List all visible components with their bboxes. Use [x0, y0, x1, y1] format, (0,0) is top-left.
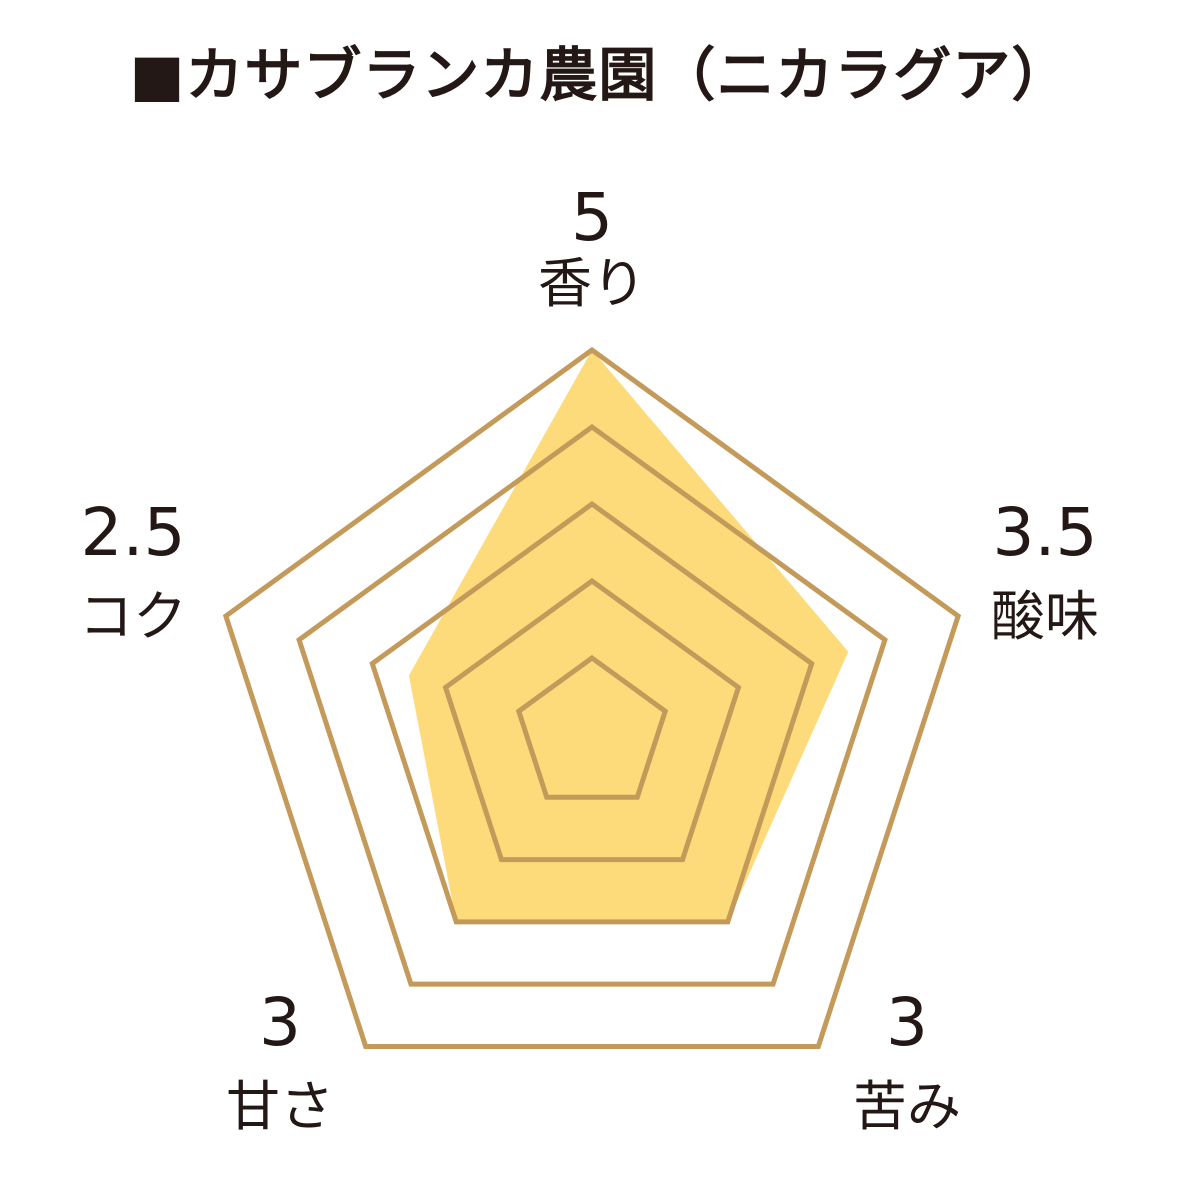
value-label: 3.5 [993, 494, 1098, 571]
data-area [408, 350, 849, 922]
chart-title: ■カサブランカ農園（ニカラグア） [129, 41, 1071, 109]
grid-ring-3 [369, 500, 815, 925]
value-label: 3 [259, 984, 301, 1061]
grid-ring-4 [296, 423, 888, 987]
value-label: 2.5 [81, 494, 186, 571]
value-label: 5 [571, 179, 613, 256]
grid-ring-5 [222, 346, 962, 1049]
axis-label: 香り [538, 252, 646, 315]
axis-label: 甘さ [226, 1075, 334, 1138]
axis-label: 酸味 [991, 585, 1099, 648]
value-label: 3 [886, 984, 928, 1061]
axis-label: 苦み [853, 1075, 961, 1138]
axis-label: コク [79, 585, 187, 648]
grid-ring-2 [442, 577, 742, 863]
grid-ring-1 [515, 654, 669, 800]
